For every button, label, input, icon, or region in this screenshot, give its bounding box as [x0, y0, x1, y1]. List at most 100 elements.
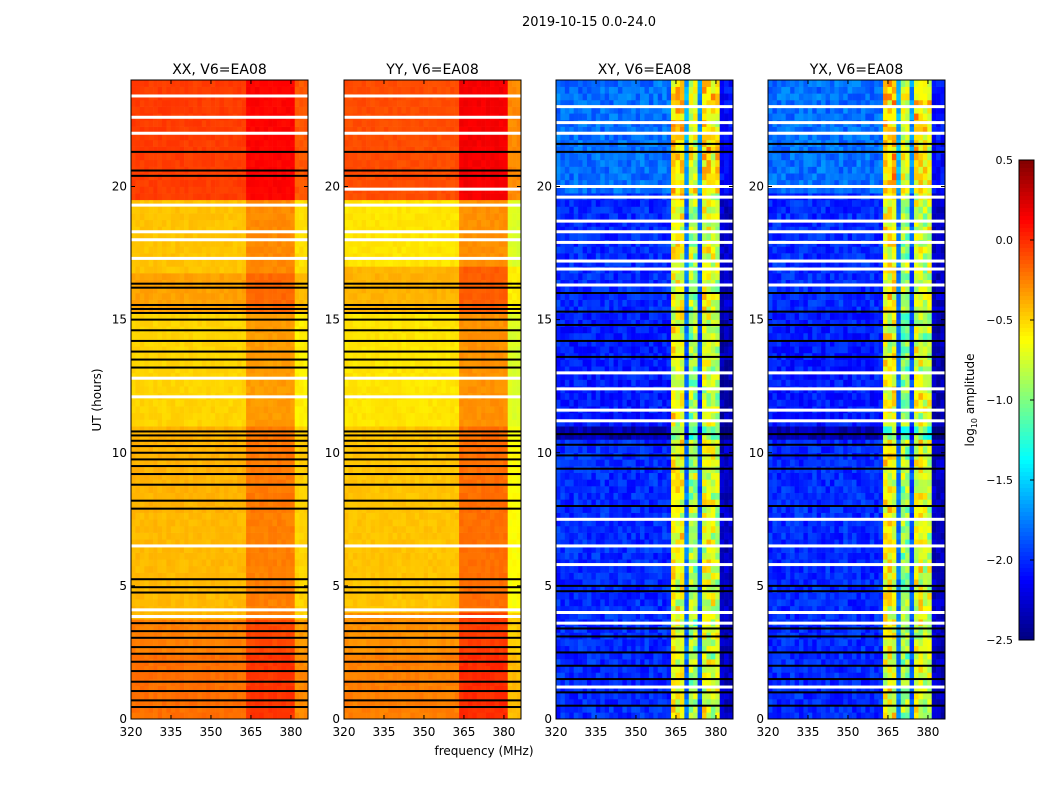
heatmap-cell: [193, 360, 198, 367]
heatmap-cell: [264, 559, 269, 566]
heatmap-cell: [162, 266, 167, 273]
heatmap-cell: [455, 553, 460, 560]
heatmap-cell: [362, 579, 367, 586]
heatmap-cell: [166, 566, 171, 573]
heatmap-cell: [295, 260, 300, 267]
heatmap-cell: [277, 400, 282, 407]
heatmap-cell: [228, 553, 233, 560]
heatmap-cell: [264, 333, 269, 340]
heatmap-cell: [290, 206, 295, 213]
heatmap-cell: [481, 599, 486, 606]
heatmap-cell: [158, 579, 163, 586]
heatmap-cell: [388, 566, 393, 573]
heatmap-cell: [242, 559, 247, 566]
heatmap-cell: [135, 100, 140, 107]
heatmap-cell: [184, 380, 189, 387]
heatmap-cell: [180, 386, 185, 393]
heatmap-cell: [184, 486, 189, 493]
heatmap-cell: [379, 553, 384, 560]
heatmap-cell: [135, 153, 140, 160]
heatmap-cell: [419, 553, 424, 560]
heatmap-cell: [477, 639, 482, 646]
heatmap-cell: [286, 419, 291, 426]
heatmap-cell: [299, 413, 304, 420]
heatmap-cell: [206, 140, 211, 147]
heatmap-cell: [472, 593, 477, 600]
heatmap-cell: [135, 692, 140, 699]
heatmap-cell: [224, 672, 229, 679]
heatmap-cell: [508, 566, 513, 573]
flagged-row-black: [131, 473, 308, 475]
heatmap-cell: [135, 533, 140, 540]
heatmap-cell: [171, 153, 176, 160]
heatmap-cell: [184, 419, 189, 426]
heatmap-cell: [202, 466, 207, 473]
heatmap-cell: [353, 559, 358, 566]
heatmap-cell: [166, 712, 171, 719]
heatmap-cell: [237, 206, 242, 213]
heatmap-cell: [299, 153, 304, 160]
heatmap-cell: [273, 593, 278, 600]
heatmap-cell: [233, 672, 238, 679]
heatmap-cell: [228, 493, 233, 500]
heatmap-cell: [171, 120, 176, 127]
heatmap-cell: [246, 533, 251, 540]
heatmap-cell: [158, 559, 163, 566]
heatmap-cell: [415, 559, 420, 566]
heatmap-cell: [295, 140, 300, 147]
heatmap-cell: [175, 360, 180, 367]
heatmap-cell: [158, 100, 163, 107]
flagged-row-black: [131, 175, 308, 177]
heatmap-cell: [503, 692, 508, 699]
heatmap-cell: [228, 273, 233, 280]
heatmap-cell: [175, 533, 180, 540]
heatmap-cell: [140, 419, 145, 426]
heatmap-cell: [290, 360, 295, 367]
heatmap-cell: [189, 672, 194, 679]
heatmap-cell: [353, 639, 358, 646]
heatmap-cell: [140, 406, 145, 413]
heatmap-cell: [237, 419, 242, 426]
heatmap-cell: [153, 712, 158, 719]
heatmap-cell: [162, 140, 167, 147]
heatmap-cell: [149, 386, 154, 393]
heatmap-cell: [494, 559, 499, 566]
flagged-row-black: [131, 653, 308, 655]
heatmap-cell: [344, 553, 349, 560]
heatmap-cell: [242, 533, 247, 540]
heatmap-cell: [202, 486, 207, 493]
heatmap-cell: [180, 260, 185, 267]
heatmap-cell: [486, 639, 491, 646]
heatmap-cell: [144, 120, 149, 127]
heatmap-cell: [206, 712, 211, 719]
heatmap-cell: [286, 566, 291, 573]
heatmap-cell: [220, 692, 225, 699]
heatmap-cell: [211, 413, 216, 420]
heatmap-cell: [242, 466, 247, 473]
heatmap-cell: [281, 599, 286, 606]
heatmap-cell: [180, 533, 185, 540]
heatmap-cell: [428, 559, 433, 566]
heatmap-cell: [197, 187, 202, 194]
flagged-row-white: [131, 94, 308, 97]
heatmap-cell: [135, 160, 140, 167]
heatmap-cell: [268, 406, 273, 413]
heatmap-cell: [424, 559, 429, 566]
heatmap-cell: [131, 140, 136, 147]
heatmap-cell: [424, 599, 429, 606]
heatmap-cell: [472, 599, 477, 606]
heatmap-cell: [237, 333, 242, 340]
heatmap-cell: [189, 140, 194, 147]
heatmap-cell: [277, 80, 282, 87]
heatmap-cell: [250, 466, 255, 473]
heatmap-cell: [481, 553, 486, 560]
heatmap-cell: [472, 712, 477, 719]
heatmap-cell: [259, 187, 264, 194]
heatmap-cell: [228, 386, 233, 393]
heatmap-cell: [211, 513, 216, 520]
heatmap-cell: [255, 260, 260, 267]
heatmap-cell: [193, 553, 198, 560]
panel-title: YY, V6=EA08: [385, 62, 478, 78]
heatmap-cell: [166, 266, 171, 273]
heatmap-cell: [268, 220, 273, 227]
